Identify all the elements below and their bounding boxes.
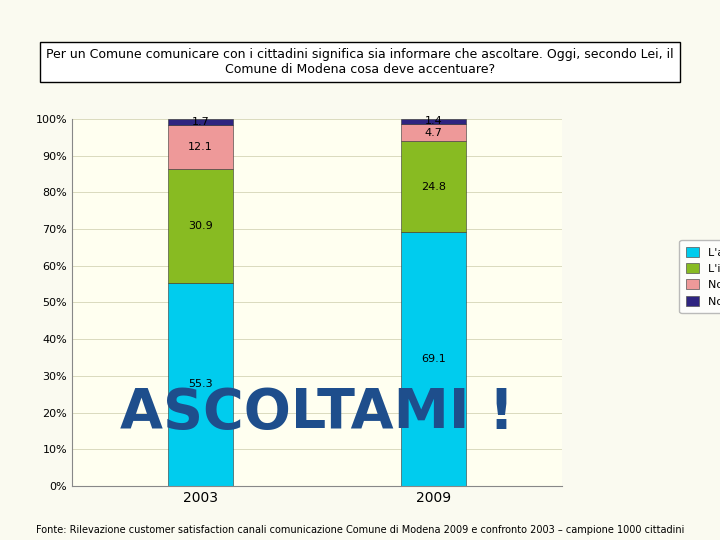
Bar — [401, 124, 466, 141]
Text: 1.4: 1.4 — [425, 117, 442, 126]
Text: 55.3: 55.3 — [188, 380, 212, 389]
Text: 12.1: 12.1 — [188, 142, 212, 152]
Text: 69.1: 69.1 — [421, 354, 446, 364]
Bar — [401, 141, 466, 232]
Text: Fonte: Rilevazione customer satisfaction canali comunicazione Comune di Modena 2: Fonte: Rilevazione customer satisfaction… — [36, 524, 685, 535]
Text: 1.7: 1.7 — [192, 117, 209, 127]
Bar — [168, 119, 233, 125]
Text: Per un Comune comunicare con i cittadini significa sia informare che ascoltare. : Per un Comune comunicare con i cittadini… — [46, 48, 674, 76]
Bar — [168, 170, 233, 283]
Text: 30.9: 30.9 — [188, 221, 212, 231]
Bar — [401, 232, 466, 486]
Text: ASCOLTAMI !: ASCOLTAMI ! — [120, 386, 514, 440]
Text: 4.7: 4.7 — [424, 127, 442, 138]
Bar — [168, 125, 233, 170]
Text: 24.8: 24.8 — [421, 182, 446, 192]
Legend: L'ascolto dei cittadini, L'informazione ai cittadini, Non saprei, Non risponde: L'ascolto dei cittadini, L'informazione … — [680, 240, 720, 313]
Bar — [168, 283, 233, 486]
Bar — [401, 119, 466, 124]
